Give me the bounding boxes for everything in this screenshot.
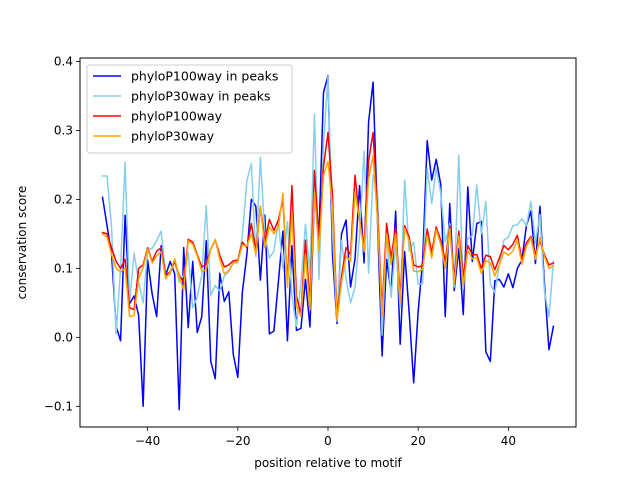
- x-tick-label: −40: [135, 434, 160, 448]
- x-tick-label: 20: [411, 434, 426, 448]
- y-tick-label: −0.1: [44, 399, 73, 413]
- y-tick-label: 0.0: [54, 330, 73, 344]
- y-axis-ticks: −0.1 0.0 0.1 0.2 0.3 0.4: [44, 54, 80, 413]
- x-tick-label: −20: [225, 434, 250, 448]
- x-tick-label: 40: [501, 434, 516, 448]
- legend-label-3: phyloP100way: [131, 109, 223, 124]
- legend-label-2: phyloP30way in peaks: [131, 89, 270, 104]
- legend-label-4: phyloP30way: [131, 129, 215, 144]
- legend-box: [86, 64, 293, 154]
- x-tick-label: 0: [324, 434, 332, 448]
- y-tick-label: 0.3: [54, 123, 73, 137]
- series-layer: [101, 75, 555, 411]
- series-line-4: [101, 155, 555, 321]
- y-tick-label: 0.1: [54, 261, 73, 275]
- y-axis-label: conservation score: [15, 186, 29, 300]
- y-tick-label: 0.2: [54, 192, 73, 206]
- legend-label-1: phyloP100way in peaks: [131, 69, 278, 84]
- series-line-2: [101, 75, 555, 337]
- x-axis-ticks: −40 −20 0 20 40: [135, 427, 516, 448]
- legend: phyloP100way in peaks phyloP30way in peak…: [86, 64, 293, 154]
- x-axis-label: position relative to motif: [254, 456, 402, 470]
- y-tick-label: 0.4: [54, 54, 73, 68]
